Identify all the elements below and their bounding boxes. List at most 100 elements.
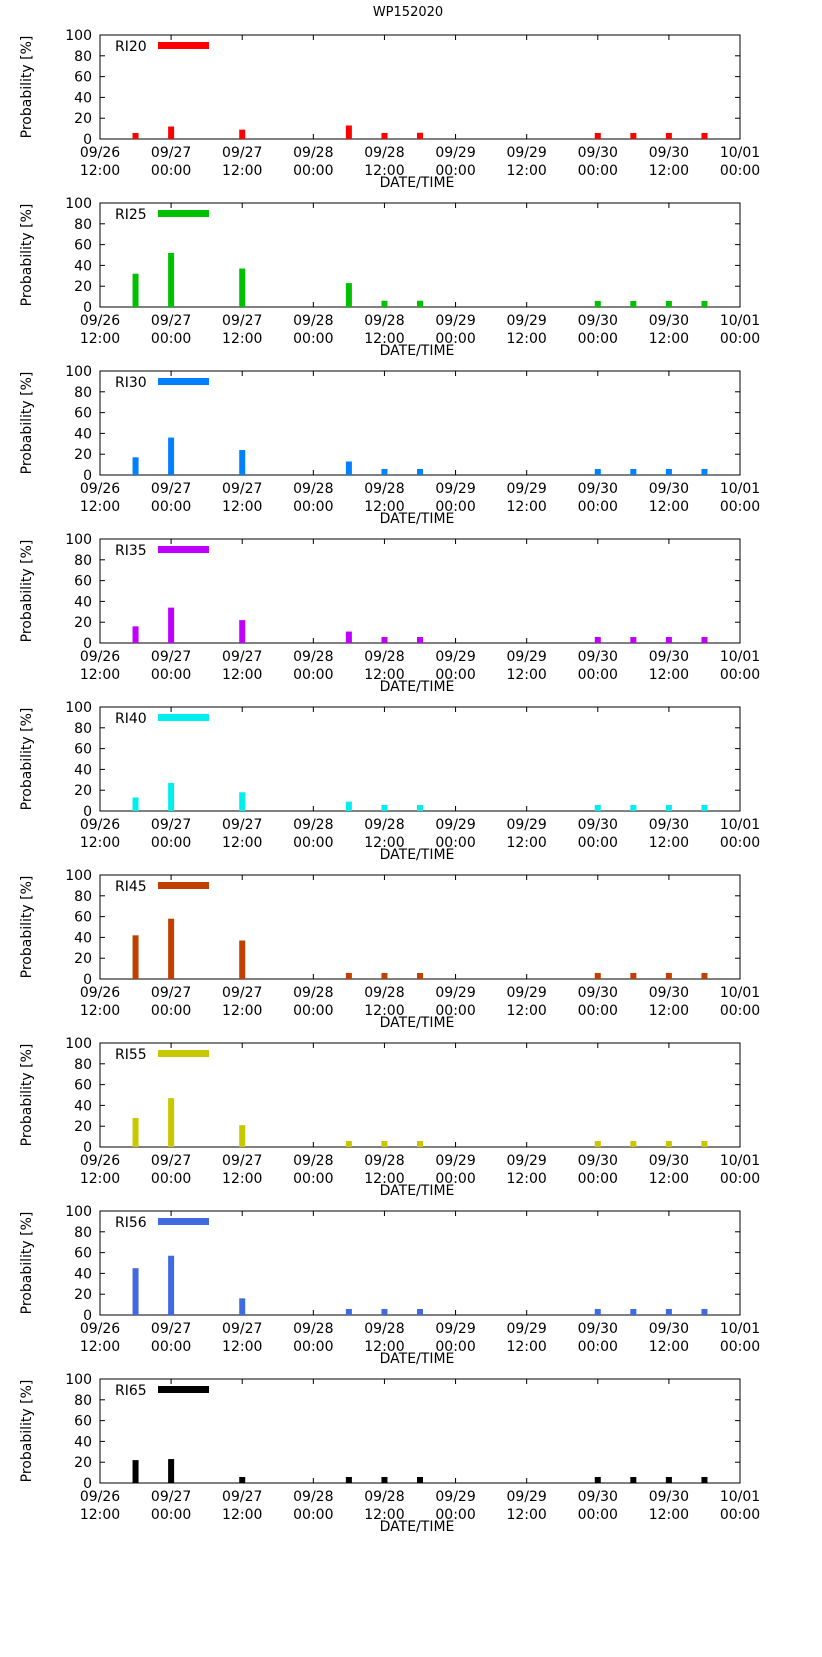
legend-label: RI35 <box>115 543 147 559</box>
x-tick-label-time: 12:00 <box>649 835 689 851</box>
y-tick-label: 100 <box>65 196 92 212</box>
y-tick-label: 100 <box>65 700 92 716</box>
x-tick-label-time: 12:00 <box>80 331 120 347</box>
y-axis-label: Probability [%] <box>19 36 35 139</box>
y-tick-label: 40 <box>74 90 92 106</box>
x-tick-label-date: 09/26 <box>80 985 120 1001</box>
x-tick-label-time: 00:00 <box>293 163 333 179</box>
x-tick-label-time: 00:00 <box>578 331 618 347</box>
bar-ri65-3 <box>345 1477 352 1483</box>
x-axis-label: DATE/TIME <box>380 511 455 527</box>
y-tick-label: 80 <box>74 553 92 569</box>
bar-ri35-7 <box>630 637 637 643</box>
x-tick-label-time: 00:00 <box>151 499 191 515</box>
bar-ri35-8 <box>665 637 672 643</box>
x-tick-label-date: 09/26 <box>80 1321 120 1337</box>
x-tick-label-date: 09/27 <box>222 649 262 665</box>
bar-ri35-1 <box>168 607 175 643</box>
chart-panel-ri35: 0 20 40 60 80 100 09/26 12:00 09/27 00:00 09/27 12:… <box>19 532 760 695</box>
x-tick-label-time: 00:00 <box>151 835 191 851</box>
x-tick-label-time: 12:00 <box>222 163 262 179</box>
x-tick-label-time: 00:00 <box>435 667 475 683</box>
bar-ri25-8 <box>665 301 672 307</box>
x-tick-label-date: 09/29 <box>506 145 546 161</box>
bar-ri55-5 <box>417 1141 423 1147</box>
bar-ri45-5 <box>417 973 423 979</box>
x-tick-label-date: 10/01 <box>720 649 760 665</box>
legend-swatch <box>158 546 209 553</box>
bar-ri30-7 <box>630 469 637 475</box>
x-tick-label-time: 12:00 <box>80 1003 120 1019</box>
plot-frame <box>99 874 741 980</box>
bar-ri35-6 <box>594 637 601 643</box>
y-tick-label: 80 <box>74 385 92 401</box>
x-tick-label-time: 12:00 <box>649 331 689 347</box>
x-tick-label-time: 12:00 <box>80 1339 120 1355</box>
bar-ri25-1 <box>168 252 175 307</box>
x-tick-label-date: 09/28 <box>364 313 404 329</box>
bar-ri30-8 <box>665 469 672 475</box>
x-tick-label-time: 00:00 <box>578 667 618 683</box>
legend-swatch <box>158 1218 209 1225</box>
x-tick-label-time: 12:00 <box>222 1507 262 1523</box>
x-tick-label-time: 00:00 <box>293 835 333 851</box>
x-tick-label-date: 09/26 <box>80 313 120 329</box>
x-tick-label-time: 12:00 <box>506 667 546 683</box>
y-axis-label: Probability [%] <box>19 708 35 811</box>
y-tick-label: 100 <box>65 364 92 380</box>
x-tick-label-date: 09/27 <box>222 1489 262 1505</box>
x-tick-label-date: 09/28 <box>364 817 404 833</box>
x-tick-label-date: 09/30 <box>649 649 689 665</box>
x-tick-label-time: 12:00 <box>222 667 262 683</box>
plot-frame <box>99 1042 741 1148</box>
x-tick-label-time: 00:00 <box>720 1507 760 1523</box>
x-tick-label-time: 12:00 <box>364 1339 404 1355</box>
x-tick-label-time: 12:00 <box>364 1171 404 1187</box>
bar-ri56-6 <box>594 1309 601 1315</box>
bar-ri20-5 <box>417 132 423 139</box>
x-tick-label-time: 00:00 <box>720 163 760 179</box>
bar-ri20-6 <box>594 133 601 139</box>
bar-ri30-4 <box>381 469 388 475</box>
y-tick-label: 60 <box>74 1246 92 1262</box>
bar-ri65-6 <box>594 1477 601 1483</box>
x-tick-label-time: 00:00 <box>435 163 475 179</box>
y-tick-label: 0 <box>83 972 92 988</box>
x-tick-label-time: 00:00 <box>720 1339 760 1355</box>
bar-ri30-5 <box>417 469 423 475</box>
y-tick-label: 100 <box>65 1372 92 1388</box>
x-tick-label-date: 09/30 <box>649 817 689 833</box>
x-tick-label-date: 09/26 <box>80 145 120 161</box>
x-tick-label-date: 10/01 <box>720 817 760 833</box>
x-tick-label-date: 09/29 <box>506 481 546 497</box>
x-tick-label-time: 00:00 <box>151 667 191 683</box>
y-tick-label: 0 <box>83 804 92 820</box>
y-tick-label: 80 <box>74 1057 92 1073</box>
x-tick-label-time: 12:00 <box>364 835 404 851</box>
x-tick-label-time: 00:00 <box>293 1171 333 1187</box>
x-tick-label-time: 00:00 <box>578 1003 618 1019</box>
y-tick-label: 80 <box>74 217 92 233</box>
x-tick-label-time: 00:00 <box>151 1171 191 1187</box>
bar-ri56-1 <box>168 1255 175 1315</box>
x-tick-label-time: 00:00 <box>293 1003 333 1019</box>
y-tick-label: 60 <box>74 1078 92 1094</box>
y-axis-label: Probability [%] <box>19 372 35 475</box>
y-tick-label: 60 <box>74 406 92 422</box>
x-tick-label-date: 09/30 <box>578 985 618 1001</box>
y-tick-label: 40 <box>74 762 92 778</box>
x-tick-label-date: 09/28 <box>293 145 333 161</box>
y-tick-label: 20 <box>74 615 92 631</box>
bar-ri35-5 <box>417 637 423 643</box>
y-tick-label: 20 <box>74 951 92 967</box>
x-tick-label-date: 09/27 <box>222 481 262 497</box>
x-tick-label-time: 00:00 <box>578 163 618 179</box>
x-tick-label-time: 00:00 <box>293 667 333 683</box>
bar-ri40-6 <box>594 805 601 811</box>
bar-ri56-8 <box>665 1309 672 1315</box>
x-tick-label-date: 09/29 <box>506 1489 546 1505</box>
x-tick-label-date: 09/27 <box>222 313 262 329</box>
y-tick-label: 40 <box>74 1266 92 1282</box>
y-tick-label: 100 <box>65 868 92 884</box>
